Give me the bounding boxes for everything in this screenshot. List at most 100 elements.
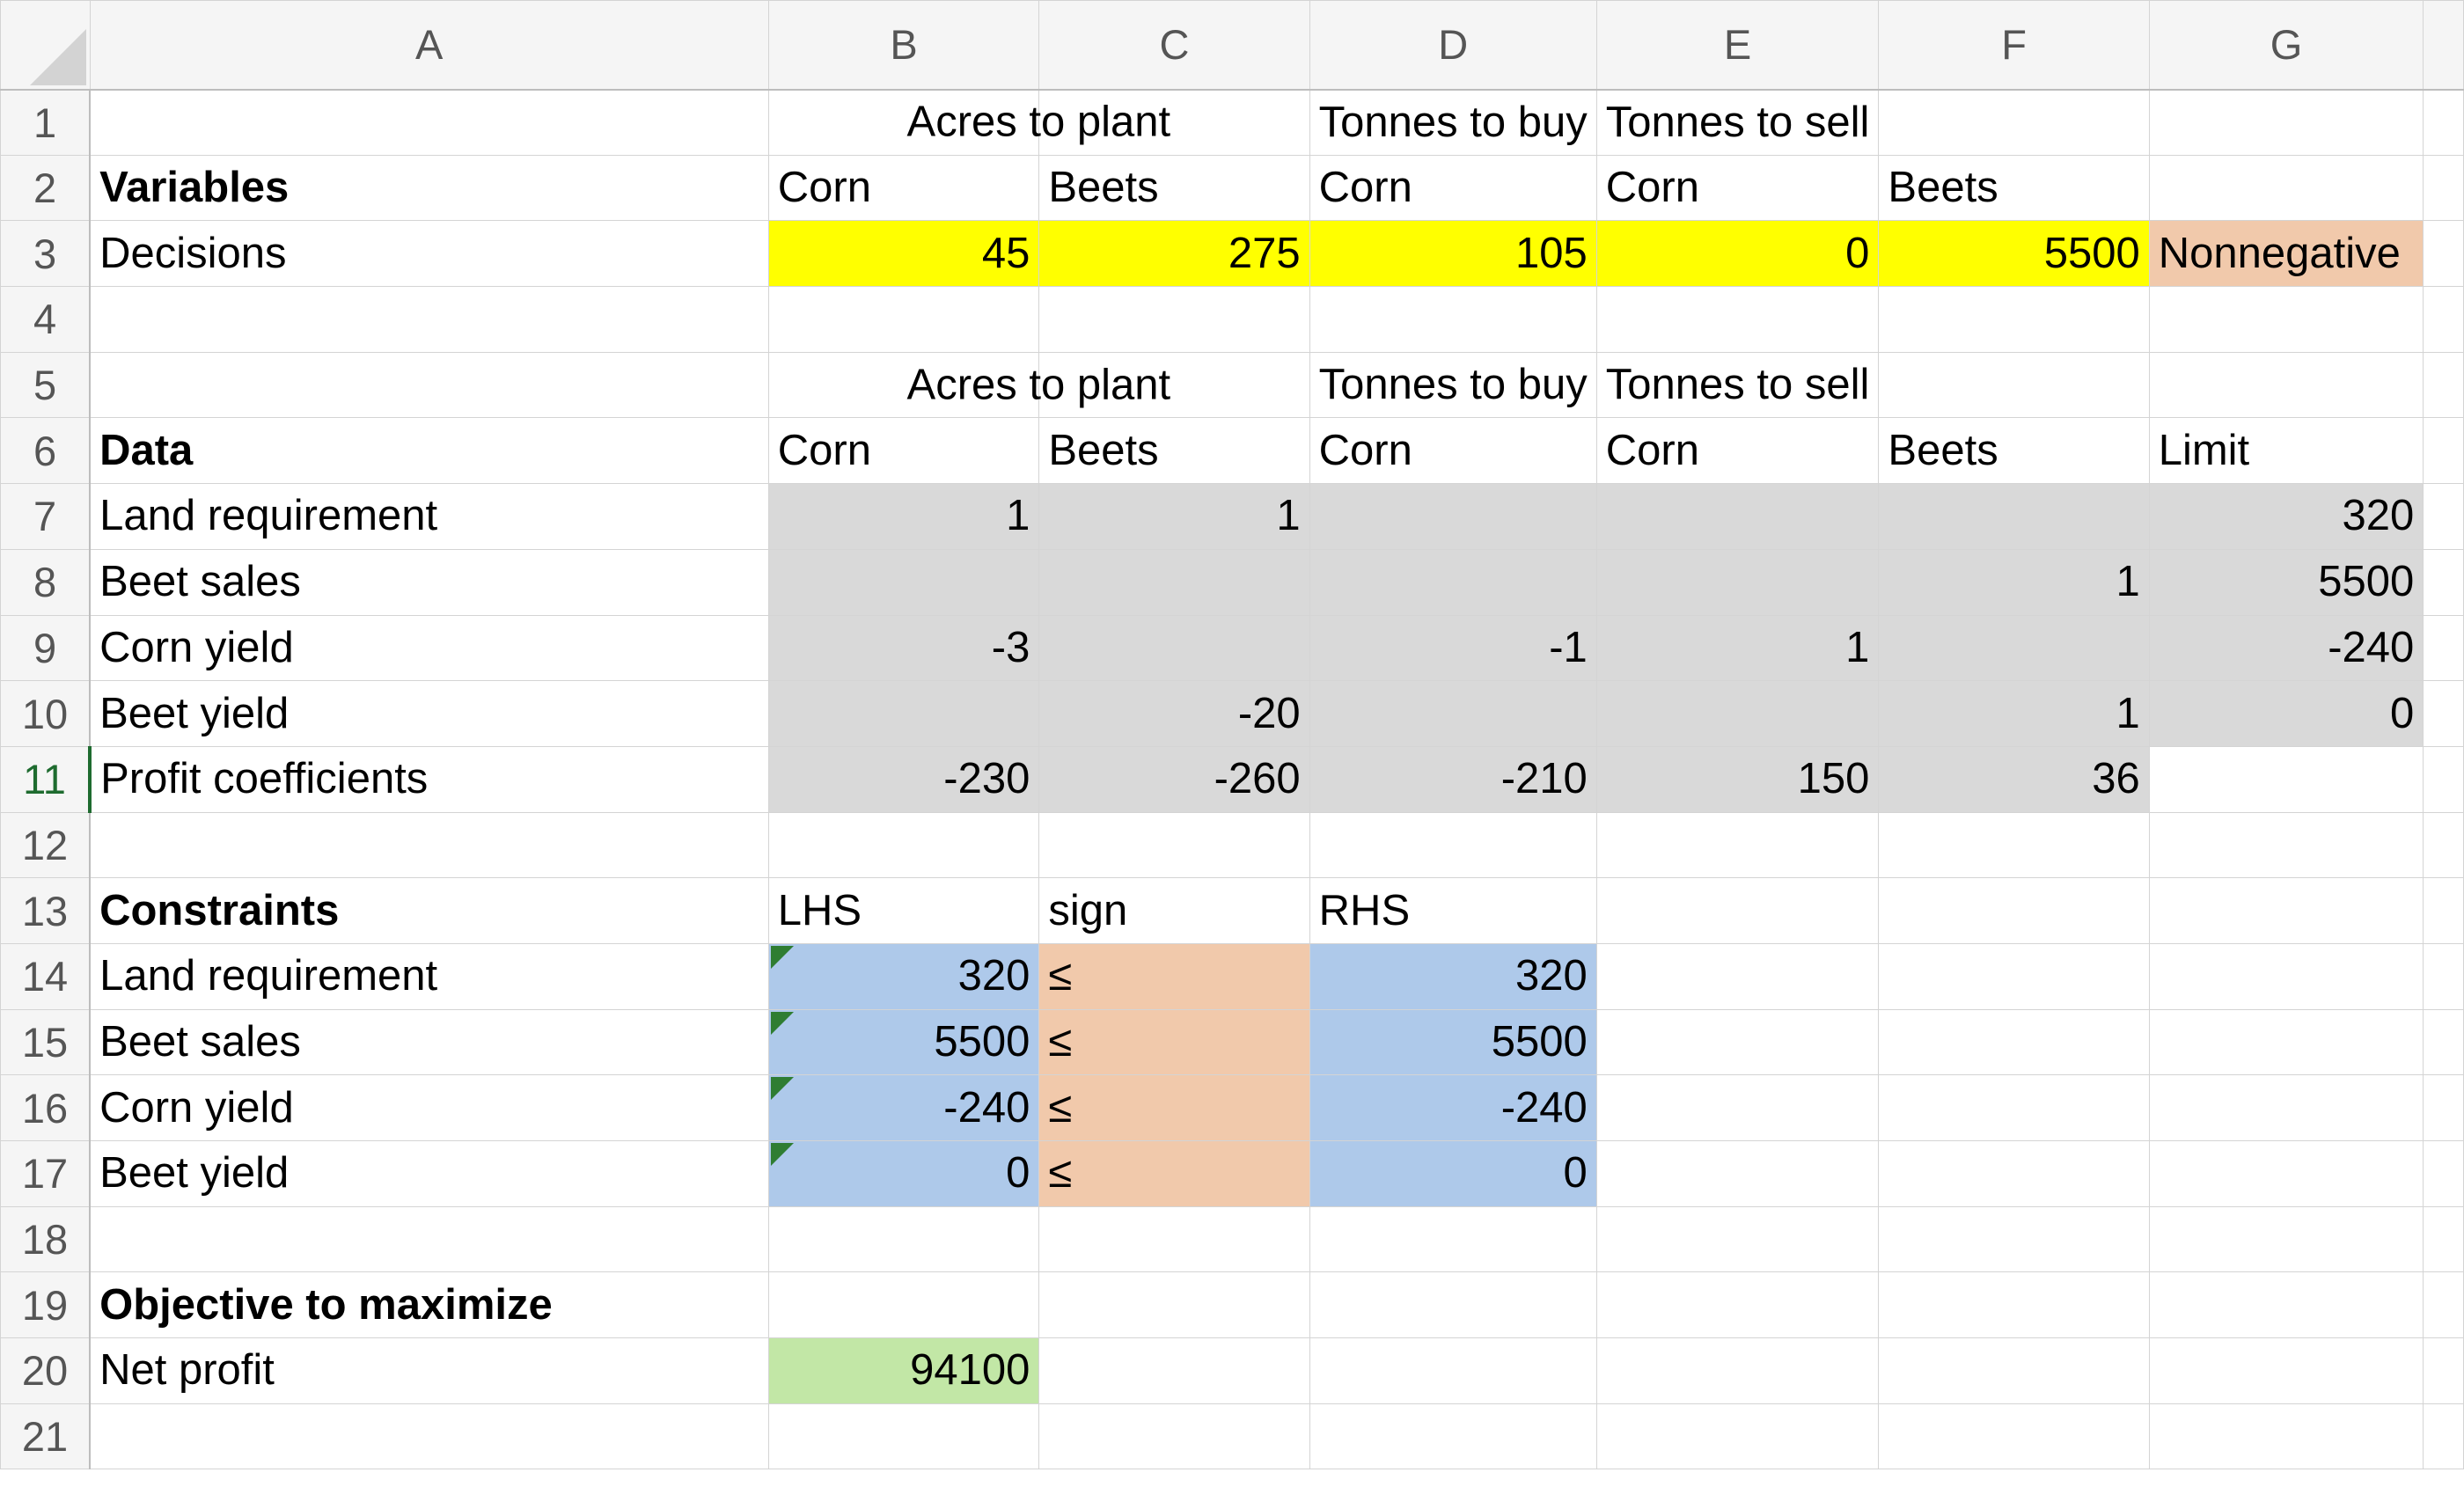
cell-a19[interactable]: Objective to maximize [89,1271,769,1339]
cell-b9[interactable]: -3 [767,614,1040,682]
cell-f2[interactable]: Beets [1878,154,2150,222]
cell-e7[interactable] [1595,483,1880,550]
cell-e6[interactable]: Corn [1595,417,1880,485]
select-all-corner[interactable] [0,0,91,91]
cell-f7[interactable] [1878,483,2150,550]
cell-h8[interactable] [2423,548,2464,616]
cell-h4[interactable] [2423,286,2464,353]
cell-c5[interactable] [1038,351,1310,419]
cell-g20[interactable] [2148,1337,2424,1404]
cell-e19[interactable] [1595,1271,1880,1339]
cell-f17[interactable] [1878,1140,2150,1207]
cell-h2[interactable] [2423,154,2464,222]
row-header-12[interactable]: 12 [0,811,92,879]
cell-h14[interactable] [2423,942,2464,1010]
cell-f19[interactable] [1878,1271,2150,1339]
cell-b7[interactable]: 1 [767,483,1040,550]
cell-g11[interactable] [2148,745,2424,813]
cell-g4[interactable] [2148,286,2424,353]
cell-h7[interactable] [2423,483,2464,550]
cell-f1[interactable] [1878,89,2150,156]
cell-a13[interactable]: Constraints [89,877,769,944]
cell-e16[interactable] [1595,1074,1880,1141]
cell-a7[interactable]: Land requirement [89,483,769,550]
row-header-15[interactable]: 15 [0,1008,92,1076]
cell-a3[interactable]: Decisions [89,220,769,288]
row-header-13[interactable]: 13 [0,877,92,944]
cell-a17[interactable]: Beet yield [89,1140,769,1207]
cell-c3[interactable]: 275 [1038,220,1310,288]
cell-h3[interactable] [2423,220,2464,288]
cell-b5[interactable]: Acres to plant [767,351,1170,419]
cell-d18[interactable] [1309,1205,1597,1273]
cell-c12[interactable] [1038,811,1310,879]
cell-f12[interactable] [1878,811,2150,879]
cell-b14[interactable]: 320 [767,942,1040,1010]
cell-h9[interactable] [2423,614,2464,682]
column-header-d[interactable]: D [1309,0,1597,91]
cell-c9[interactable] [1038,614,1310,682]
cell-d21[interactable] [1309,1403,1597,1470]
cell-c10[interactable]: -20 [1038,680,1310,747]
cell-d11[interactable]: -210 [1309,745,1597,813]
cell-c8[interactable] [1038,548,1310,616]
cell-f6[interactable]: Beets [1878,417,2150,485]
row-header-14[interactable]: 14 [0,942,92,1010]
row-header-18[interactable]: 18 [0,1205,92,1273]
cell-d20[interactable] [1309,1337,1597,1404]
cell-g13[interactable] [2148,877,2424,944]
cell-c2[interactable]: Beets [1038,154,1310,222]
cell-g10[interactable]: 0 [2148,680,2424,747]
cell-a6[interactable]: Data [89,417,769,485]
cell-d8[interactable] [1309,548,1597,616]
cell-b10[interactable] [767,680,1040,747]
cell-c13[interactable]: sign [1038,877,1310,944]
cell-h17[interactable] [2423,1140,2464,1207]
row-header-5[interactable]: 5 [0,351,92,419]
column-header-c[interactable]: C [1038,0,1310,91]
cell-c11[interactable]: -260 [1038,745,1310,813]
cell-h6[interactable] [2423,417,2464,485]
cell-a14[interactable]: Land requirement [89,942,769,1010]
cell-e13[interactable] [1595,877,1880,944]
cell-e20[interactable] [1595,1337,1880,1404]
cell-d19[interactable] [1309,1271,1597,1339]
cell-a12[interactable] [89,811,769,879]
cell-a15[interactable]: Beet sales [89,1008,769,1076]
cell-g8[interactable]: 5500 [2148,548,2424,616]
column-header-f[interactable]: F [1878,0,2150,91]
row-header-21[interactable]: 21 [0,1403,92,1470]
cell-h16[interactable] [2423,1074,2464,1141]
cell-e14[interactable] [1595,942,1880,1010]
cell-g2[interactable] [2148,154,2424,222]
cell-e12[interactable] [1595,811,1880,879]
cell-e10[interactable] [1595,680,1880,747]
cell-c17[interactable]: ≤ [1038,1140,1310,1207]
cell-g15[interactable] [2148,1008,2424,1076]
cell-f5[interactable] [1878,351,2150,419]
cell-f18[interactable] [1878,1205,2150,1273]
row-header-17[interactable]: 17 [0,1140,92,1207]
cell-b4[interactable] [767,286,1040,353]
cell-b1[interactable]: Acres to plant [767,89,1170,156]
cell-d10[interactable] [1309,680,1597,747]
cell-g6[interactable]: Limit [2148,417,2424,485]
cell-e1[interactable]: Tonnes to sell [1595,89,1880,156]
cell-b12[interactable] [767,811,1040,879]
cell-h13[interactable] [2423,877,2464,944]
row-header-9[interactable]: 9 [0,614,92,682]
cell-c15[interactable]: ≤ [1038,1008,1310,1076]
cell-f10[interactable]: 1 [1878,680,2150,747]
row-header-6[interactable]: 6 [0,417,92,485]
cell-h12[interactable] [2423,811,2464,879]
cell-f11[interactable]: 36 [1878,745,2150,813]
cell-e11[interactable]: 150 [1595,745,1880,813]
row-header-8[interactable]: 8 [0,548,92,616]
cell-b13[interactable]: LHS [767,877,1040,944]
cell-b11[interactable]: -230 [767,745,1040,813]
column-header-g[interactable]: G [2148,0,2424,91]
row-header-10[interactable]: 10 [0,680,92,747]
cell-b2[interactable]: Corn [767,154,1040,222]
cell-g3[interactable]: Nonnegative [2148,220,2424,288]
cell-g7[interactable]: 320 [2148,483,2424,550]
